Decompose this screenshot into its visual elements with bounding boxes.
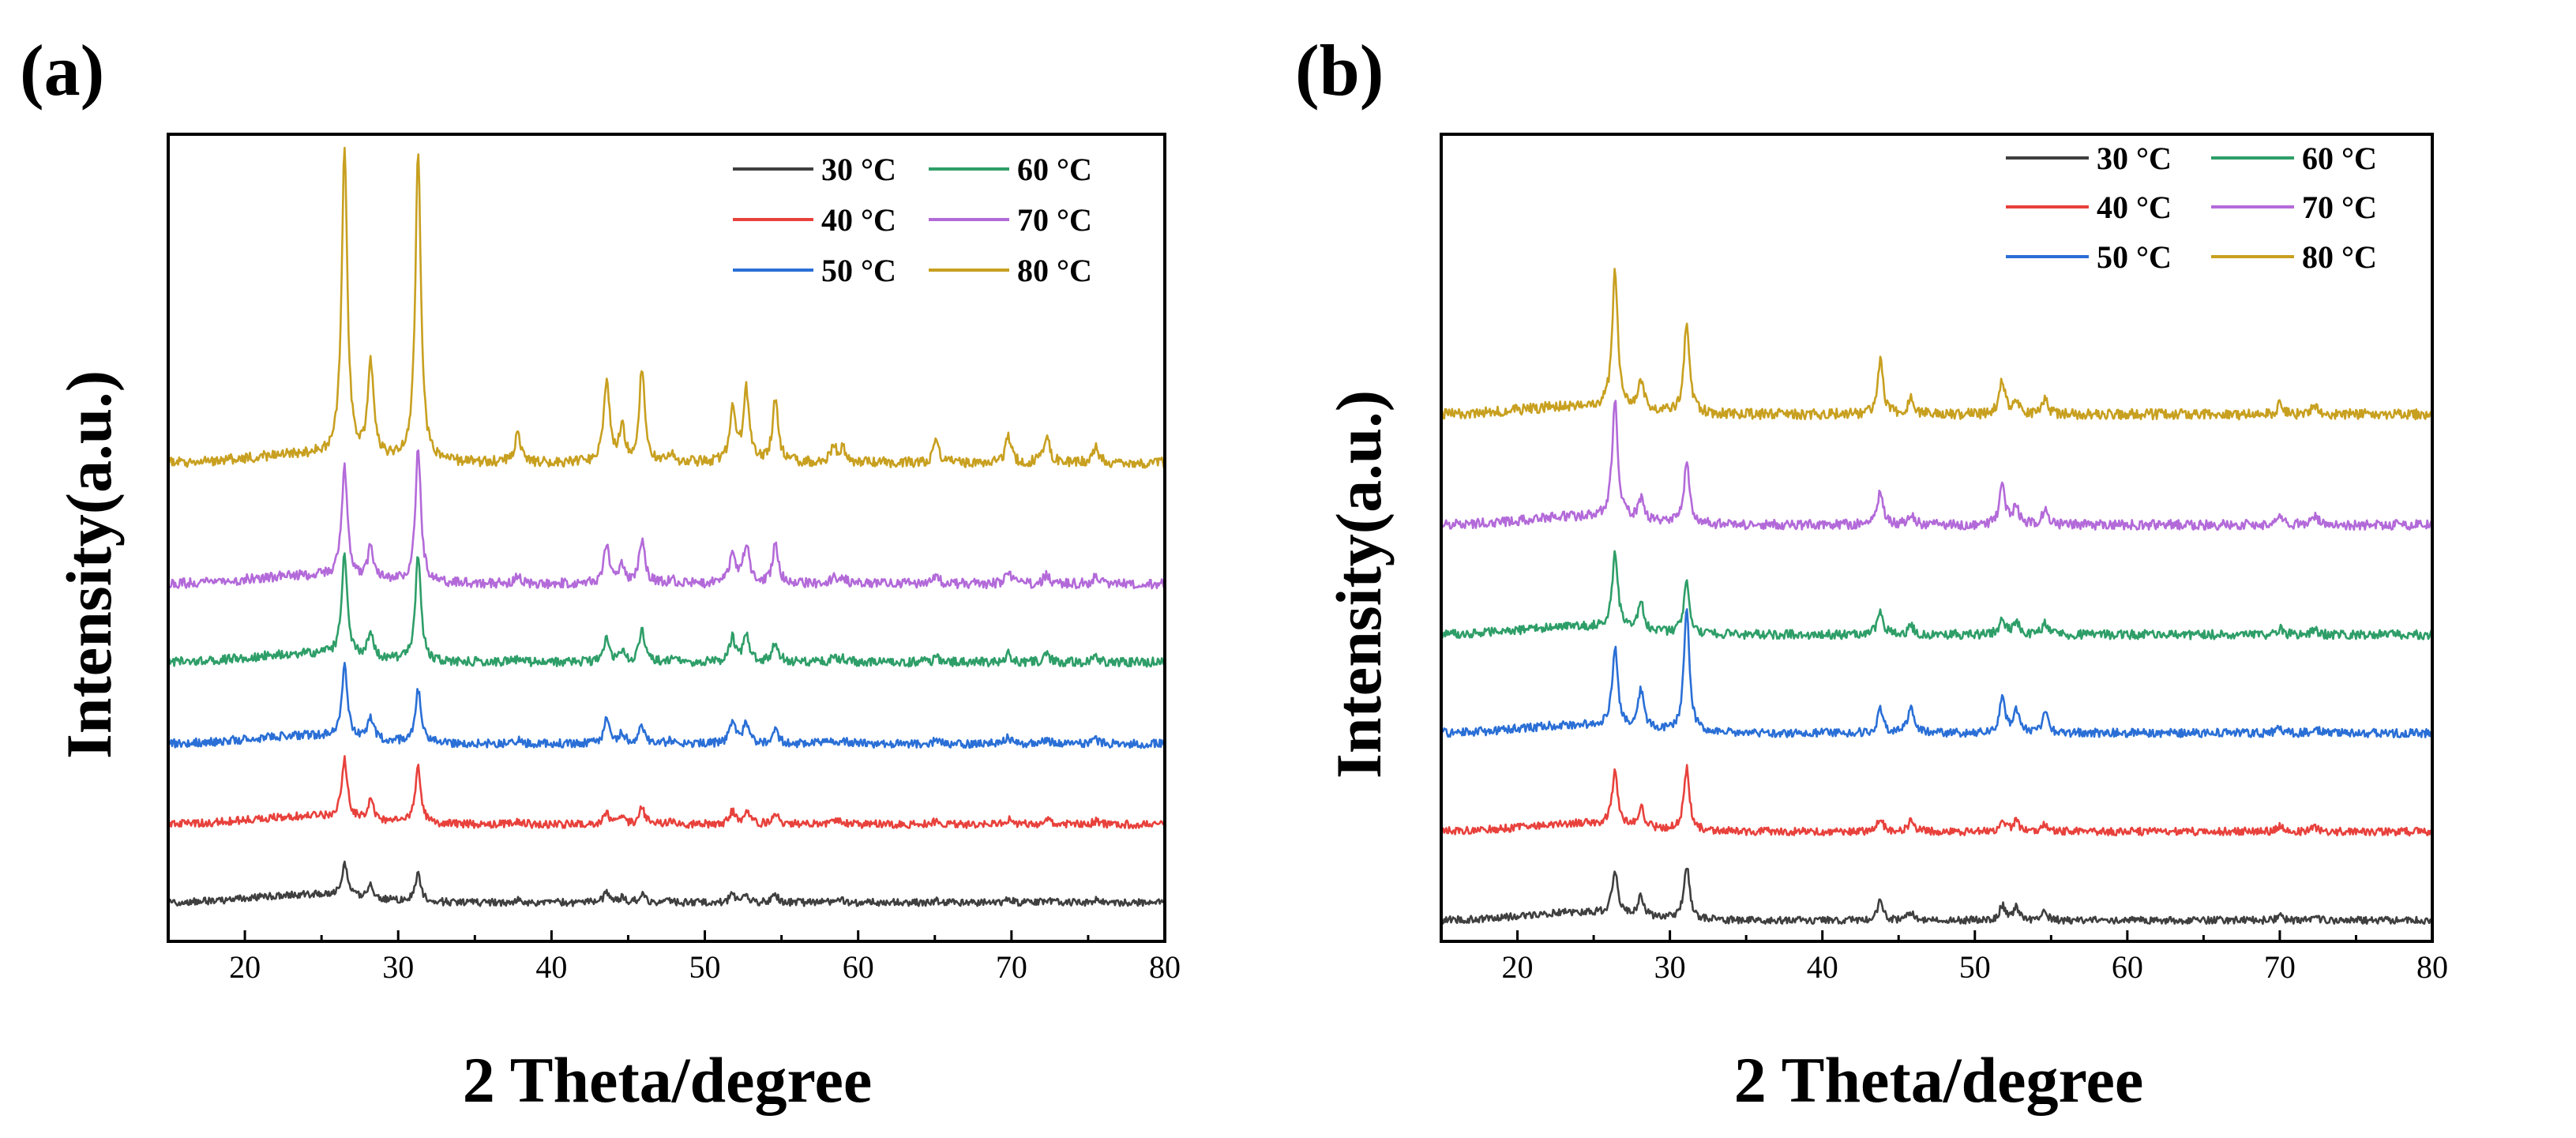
panel-b: (b) Intensity(a.u.) 2 Theta/degree 20 30 4… [1295,30,2448,1116]
panel-a-legend-label-1: 30 °C [821,152,896,187]
panel-a-x-tick-label-20: 20 [229,949,261,985]
panel-b-legend-label-4: 70 °C [2302,190,2377,225]
panel-b-legend: 30 °C 60 °C 40 °C 70 °C 50 °C 80 °C [2006,141,2377,275]
panel-a-x-tick-label-50: 50 [689,949,721,985]
panel-b-series-80c [1440,268,2434,421]
panel-b-series [1440,268,2434,926]
panel-a-legend-label-4: 70 °C [1017,202,1092,238]
panel-a-plot-frame [167,133,1166,943]
panel-a-series-30c [167,860,1166,907]
panel-a-legend-label-2: 60 °C [1017,152,1092,187]
panel-a-legend-label-5: 50 °C [821,253,896,288]
panel-b-ticks: 20 30 40 50 60 70 80 [1440,930,2448,985]
panel-a-series-70c [167,449,1166,590]
panel-b-series-30c [1440,867,2434,926]
panel-b-legend-label-3: 40 °C [2097,190,2172,225]
panel-a-x-tick-label-80: 80 [1149,949,1181,985]
panel-a-y-axis-title: Intensity(a.u.) [53,370,125,759]
panel-a-ticks: 20 30 40 50 60 70 80 [167,930,1181,985]
panel-b-x-tick-label-20: 20 [1502,949,1534,985]
panel-a-series-40c [167,755,1166,829]
panel-a-x-tick-label-60: 60 [843,949,874,985]
panel-b-series-70c [1440,400,2434,531]
panel-a-x-tick-label-30: 30 [382,949,414,985]
panel-b-y-axis-title: Intensity(a.u.) [1323,390,1395,779]
panel-a-series-80c [167,146,1166,469]
panel-b-legend-label-1: 30 °C [2097,141,2172,176]
panel-b-series-40c [1440,764,2433,837]
panel-b-x-axis-title: 2 Theta/degree [1734,1044,2144,1116]
panel-b-x-tick-label-50: 50 [1959,949,1991,985]
panel-b-label: (b) [1295,30,1384,111]
panel-a: (a) Intensity(a.u.) 2 Theta/degree 20 30 4… [20,30,1181,1116]
panel-a-series-50c [167,661,1166,749]
panel-a-x-axis-title: 2 Theta/degree [463,1044,873,1116]
panel-a-series-60c [167,552,1166,668]
panel-b-plot-frame [1440,133,2434,943]
panel-a-label: (a) [20,30,104,111]
panel-a-series [167,146,1166,907]
panel-a-x-tick-label-40: 40 [535,949,567,985]
panel-b-legend-label-5: 50 °C [2097,239,2172,275]
panel-b-series-60c [1440,550,2434,640]
panel-a-x-tick-label-70: 70 [996,949,1027,985]
panel-b-x-tick-label-80: 80 [2416,949,2448,985]
panel-b-x-tick-label-70: 70 [2264,949,2296,985]
panel-b-x-tick-label-40: 40 [1807,949,1838,985]
panel-a-legend: 30 °C 60 °C 40 °C 70 °C 50 °C 80 °C [733,152,1092,288]
panel-b-x-tick-label-60: 60 [2112,949,2143,985]
panel-b-x-tick-label-30: 30 [1654,949,1686,985]
panel-b-series-50c [1440,608,2434,738]
panel-b-legend-label-6: 80 °C [2302,239,2377,275]
panel-a-legend-label-6: 80 °C [1017,253,1092,288]
panel-a-legend-label-3: 40 °C [821,202,896,238]
panel-b-legend-label-2: 60 °C [2302,141,2377,176]
